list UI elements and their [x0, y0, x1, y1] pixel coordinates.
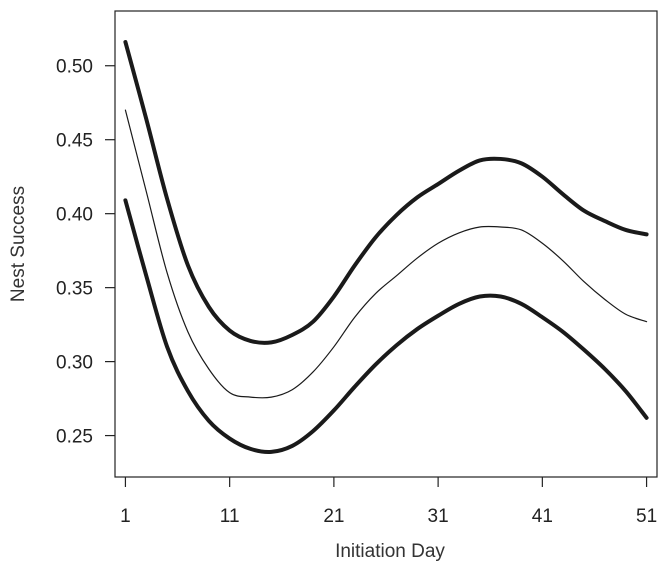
- y-tick-label: 0.25: [56, 427, 93, 448]
- series-line-upper: [123, 40, 649, 345]
- x-tick-label: 11: [220, 506, 240, 527]
- y-axis: 0.25 0.30 0.35 0.40 0.45 0.50: [56, 57, 115, 448]
- x-tick-label: 31: [428, 506, 449, 527]
- x-tick-label: 41: [532, 506, 553, 527]
- x-axis: 1 11 21 31 41 51: [120, 477, 657, 527]
- x-axis-title: Initiation Day: [335, 541, 445, 562]
- x-tick-label: 21: [323, 506, 344, 527]
- y-tick-label: 0.50: [56, 57, 93, 78]
- series-layer: [123, 40, 649, 454]
- y-tick-label: 0.40: [56, 205, 93, 226]
- series-line-estimate: [124, 109, 648, 399]
- y-axis-title: Nest Success: [8, 186, 29, 302]
- x-tick-label: 1: [120, 506, 131, 527]
- y-tick-label: 0.45: [56, 131, 93, 152]
- y-tick-label: 0.35: [56, 279, 93, 300]
- x-tick-label: 51: [636, 506, 657, 527]
- series-line-lower: [123, 198, 649, 454]
- y-tick-label: 0.30: [56, 353, 93, 374]
- plot-area-frame: [114, 10, 658, 478]
